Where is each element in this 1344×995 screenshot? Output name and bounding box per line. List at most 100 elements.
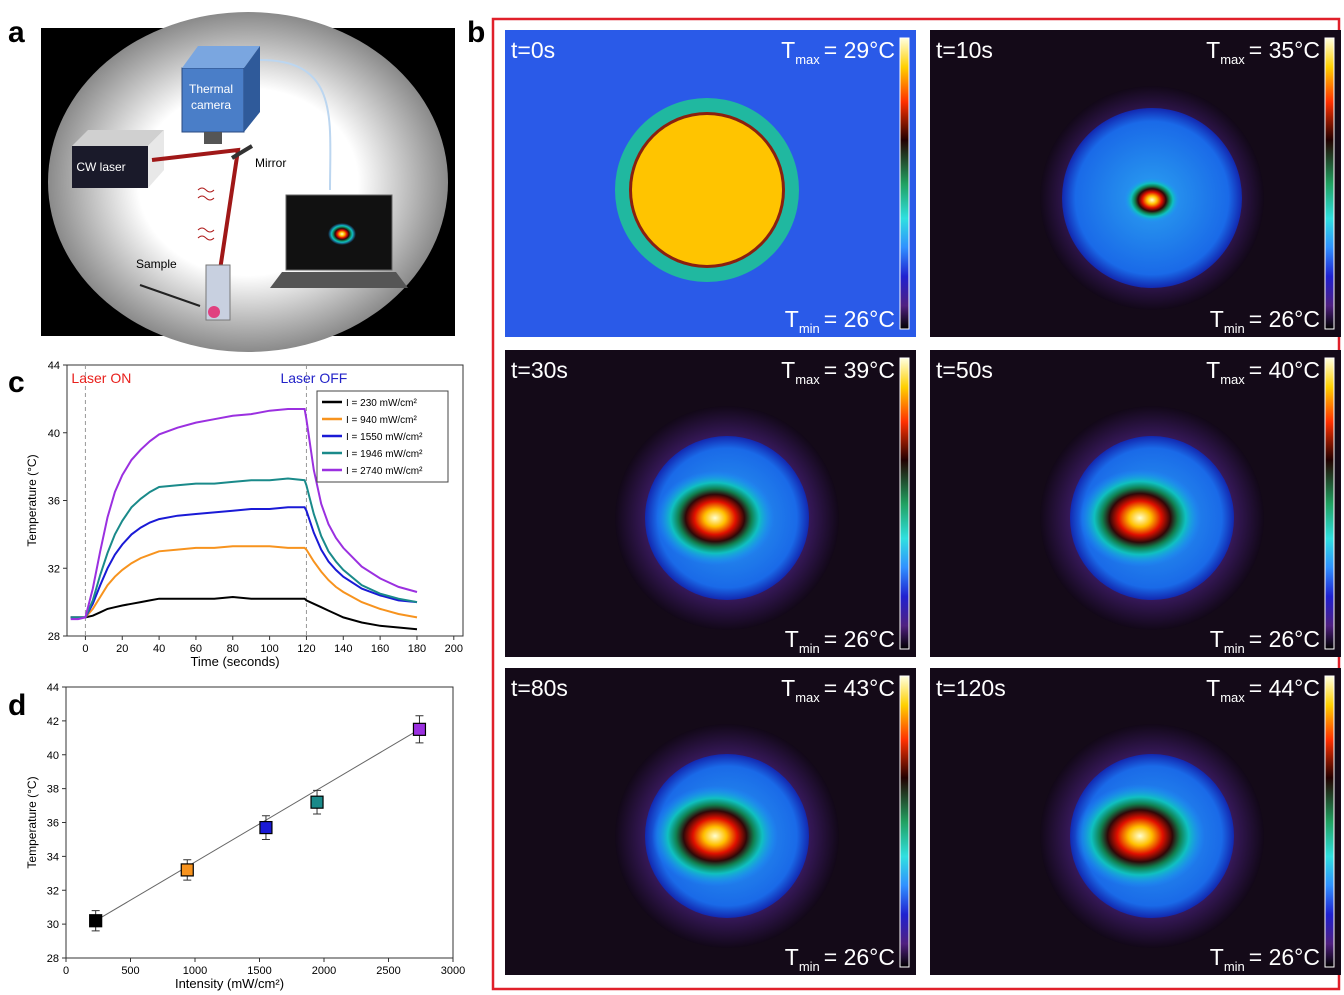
thermal-image: t=0s Tmax = 29°C Tmin = 26°C (505, 30, 916, 337)
symbol: T (1210, 306, 1224, 332)
y-tick-label: 28 (48, 631, 60, 643)
symbol: T (785, 944, 799, 970)
value: = 43°C (824, 675, 895, 701)
panel-label: a (8, 16, 25, 49)
value: = 39°C (824, 357, 895, 383)
subscript: min (1224, 641, 1245, 656)
thermal-image: t=120s Tmax = 44°C Tmin = 26°C (930, 668, 1341, 975)
temp-label: Tmin = 26°C (1210, 626, 1320, 656)
x-tick-label: 120 (297, 643, 315, 655)
legend-label: I = 230 mW/cm² (346, 398, 418, 409)
camera-lens (204, 132, 222, 144)
subscript: min (799, 321, 820, 336)
symbol: T (1210, 626, 1224, 652)
laser-beam (151, 147, 241, 311)
x-tick-label: 100 (260, 643, 278, 655)
wave (197, 195, 215, 201)
y-axis-label: Temperature (°C) (25, 454, 39, 546)
time-label: t=10s (936, 37, 993, 63)
y-tick-label: 34 (47, 851, 59, 863)
data-point (259, 820, 273, 835)
symbol: T (1210, 944, 1224, 970)
symbol: T (781, 357, 795, 383)
data-point (412, 722, 427, 736)
x-tick-label: 2000 (312, 965, 336, 977)
colorbar (1324, 37, 1335, 330)
x-tick-label: 160 (371, 643, 389, 655)
value: = 26°C (1249, 944, 1320, 970)
temp-label: Tmax = 43°C (781, 675, 895, 705)
y-tick-label: 40 (48, 428, 60, 440)
value: = 40°C (1249, 357, 1320, 383)
temp-label: Tmin = 26°C (785, 306, 895, 336)
y-tick-label: 42 (47, 716, 59, 728)
cw-laser (72, 146, 148, 188)
data-point (180, 863, 194, 877)
temp-label: Tmax = 40°C (1206, 357, 1320, 387)
label: Thermal (189, 82, 233, 96)
subscript: min (799, 959, 820, 974)
legend-label: I = 2740 mW/cm² (346, 466, 423, 477)
data-point (310, 795, 324, 809)
panel-label: c (8, 366, 25, 399)
x-tick-label: 1500 (247, 965, 271, 977)
label: Mirror (255, 156, 286, 170)
value: = 35°C (1249, 37, 1320, 63)
sample-arrow (139, 284, 201, 307)
sample-spot (208, 306, 220, 318)
data-line (70, 545, 418, 619)
x-axis-label: Intensity (mW/cm²) (175, 976, 284, 991)
data-line (70, 595, 418, 631)
subscript: min (799, 641, 820, 656)
symbol: T (781, 675, 795, 701)
x-tick-label: 180 (408, 643, 426, 655)
colorbar (899, 37, 910, 330)
value: = 26°C (824, 306, 895, 332)
colorbar (1324, 675, 1335, 968)
legend-label: I = 1550 mW/cm² (346, 432, 423, 443)
y-tick-label: 36 (48, 496, 60, 508)
y-tick-label: 40 (47, 750, 59, 762)
temp-label: Tmax = 39°C (781, 357, 895, 387)
y-tick-label: 30 (47, 919, 59, 931)
symbol: T (785, 306, 799, 332)
thermal-image: t=80s Tmax = 43°C Tmin = 26°C (505, 668, 916, 975)
value: = 26°C (1249, 306, 1320, 332)
x-tick-label: 200 (445, 643, 463, 655)
heat-waves (197, 187, 215, 241)
y-tick-label: 44 (48, 360, 60, 372)
temp-label: Tmax = 44°C (1206, 675, 1320, 705)
subscript: min (1224, 959, 1245, 974)
x-tick-label: 0 (82, 643, 88, 655)
data-line (70, 408, 418, 621)
legend-label: I = 940 mW/cm² (346, 415, 418, 426)
hot-spot (1079, 469, 1201, 567)
x-tick-label: 60 (190, 643, 202, 655)
colorbar (899, 675, 910, 968)
x-axis-label: Time (seconds) (190, 654, 279, 669)
data-line (70, 506, 418, 619)
symbol: T (1206, 37, 1220, 63)
label: CW laser (76, 160, 125, 174)
thermal-image: t=30s Tmax = 39°C Tmin = 26°C (505, 350, 916, 657)
panel-label: b (467, 16, 485, 49)
temp-label: Tmax = 35°C (1206, 37, 1320, 67)
x-tick-label: 40 (153, 643, 165, 655)
data-line (70, 477, 418, 619)
x-tick-label: 140 (334, 643, 352, 655)
value: = 29°C (824, 37, 895, 63)
annotation: Laser OFF (280, 370, 347, 386)
value: = 26°C (824, 626, 895, 652)
subscript: max (1220, 52, 1245, 67)
subscript: max (795, 52, 820, 67)
subscript: max (795, 690, 820, 705)
symbol: T (785, 626, 799, 652)
y-tick-label: 32 (48, 563, 60, 575)
subscript: max (1220, 690, 1245, 705)
time-label: t=80s (511, 675, 568, 701)
laser-top (72, 130, 164, 146)
hot-spot (652, 785, 778, 887)
mirror (230, 144, 254, 160)
